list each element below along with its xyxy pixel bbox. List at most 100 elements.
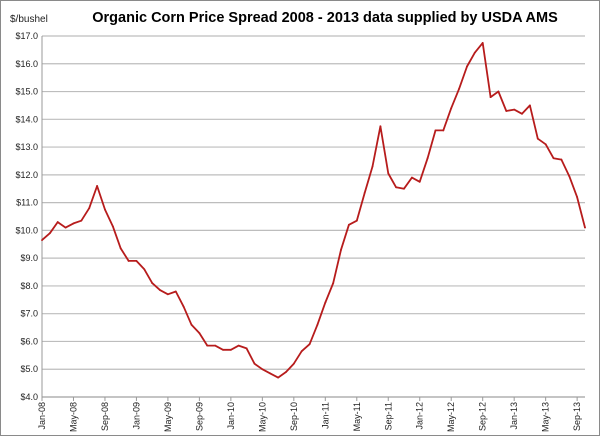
data-point bbox=[560, 158, 563, 161]
data-point bbox=[261, 368, 264, 371]
x-tick-label: Sep-09 bbox=[194, 402, 204, 431]
data-point bbox=[536, 137, 539, 140]
data-point bbox=[143, 268, 146, 271]
data-point bbox=[308, 343, 311, 346]
x-tick-label: Jan-12 bbox=[415, 402, 425, 430]
x-tick-label: Jan-08 bbox=[37, 402, 47, 430]
data-point bbox=[529, 104, 531, 107]
data-point bbox=[521, 112, 523, 115]
data-point bbox=[135, 260, 138, 262]
data-point bbox=[340, 248, 342, 251]
data-point bbox=[552, 157, 555, 160]
data-point bbox=[167, 293, 169, 296]
data-point bbox=[348, 223, 350, 226]
data-point bbox=[316, 323, 319, 326]
data-point bbox=[497, 90, 500, 93]
x-tick-label: Jan-11 bbox=[320, 402, 330, 429]
data-point bbox=[237, 344, 240, 347]
data-point bbox=[371, 165, 374, 168]
data-point bbox=[458, 87, 460, 90]
chart-title: Organic Corn Price Spread 2008 - 2013 da… bbox=[92, 10, 558, 26]
data-point bbox=[111, 225, 114, 228]
data-point bbox=[190, 323, 193, 326]
x-tick-label: May-08 bbox=[68, 402, 78, 432]
y-tick-label: $11.0 bbox=[16, 198, 38, 208]
x-tick-label: Sep-12 bbox=[478, 402, 488, 431]
data-point bbox=[410, 176, 413, 179]
y-tick-label: $8.0 bbox=[20, 281, 38, 291]
data-point bbox=[285, 371, 287, 373]
data-point bbox=[80, 219, 83, 222]
y-tick-label: $10.0 bbox=[15, 225, 38, 235]
data-point bbox=[489, 96, 492, 98]
data-point bbox=[403, 187, 405, 190]
y-tick-label: $5.0 bbox=[20, 364, 38, 374]
x-tick-label: May-09 bbox=[163, 402, 173, 432]
x-tick-label: May-10 bbox=[257, 402, 267, 432]
y-tick-label: $7.0 bbox=[20, 309, 38, 319]
data-point bbox=[119, 247, 122, 250]
data-point bbox=[473, 51, 476, 54]
x-tick-label: May-12 bbox=[446, 402, 456, 432]
data-point bbox=[56, 221, 59, 223]
data-point bbox=[505, 110, 508, 112]
data-point bbox=[182, 305, 185, 308]
data-point bbox=[245, 347, 248, 350]
x-tick-label: May-11 bbox=[352, 402, 362, 431]
x-tick-label: Sep-11 bbox=[383, 402, 393, 430]
y-tick-label: $12.0 bbox=[15, 170, 38, 180]
data-point bbox=[466, 65, 468, 68]
data-point bbox=[151, 282, 154, 285]
y-tick-label: $4.0 bbox=[20, 392, 38, 402]
data-point bbox=[277, 376, 279, 379]
data-point bbox=[450, 107, 453, 110]
data-point bbox=[198, 332, 201, 335]
x-tick-label: Jan-09 bbox=[131, 402, 141, 430]
data-point bbox=[48, 232, 51, 235]
data-point bbox=[332, 282, 335, 285]
y-tick-label: $6.0 bbox=[20, 336, 38, 346]
data-point bbox=[174, 290, 177, 293]
data-point bbox=[300, 350, 303, 353]
y-tick-label: $15.0 bbox=[15, 87, 38, 97]
data-point bbox=[222, 348, 224, 351]
data-point bbox=[206, 344, 209, 347]
data-point bbox=[513, 108, 516, 111]
x-tick-label: Jan-13 bbox=[509, 402, 519, 430]
data-point bbox=[426, 157, 429, 160]
data-point bbox=[387, 172, 390, 175]
data-point bbox=[127, 260, 130, 262]
y-tick-label: $14.0 bbox=[15, 114, 38, 124]
x-tick-label: Sep-10 bbox=[289, 402, 299, 431]
y-axis-label: $/bushel bbox=[10, 14, 48, 25]
y-tick-label: $13.0 bbox=[15, 142, 38, 152]
x-tick-label: May-13 bbox=[541, 402, 551, 432]
x-tick-label: Jan-10 bbox=[226, 402, 236, 430]
data-point bbox=[544, 143, 547, 146]
price-line bbox=[41, 42, 586, 379]
data-point bbox=[363, 191, 366, 194]
data-point bbox=[576, 196, 579, 198]
data-point bbox=[214, 344, 217, 347]
data-point bbox=[104, 208, 106, 211]
x-tick-label: Sep-08 bbox=[100, 402, 110, 431]
data-point bbox=[434, 129, 437, 132]
data-point bbox=[41, 239, 43, 242]
x-tick-label: Sep-13 bbox=[572, 402, 582, 431]
data-point bbox=[379, 125, 382, 128]
data-point bbox=[159, 289, 161, 291]
data-point bbox=[269, 372, 272, 375]
y-tick-label: $9.0 bbox=[20, 253, 38, 263]
data-point bbox=[64, 226, 67, 229]
data-point bbox=[324, 301, 327, 304]
data-point bbox=[355, 219, 358, 222]
data-point bbox=[584, 226, 586, 229]
data-point bbox=[253, 362, 256, 365]
data-point bbox=[568, 175, 571, 178]
data-point bbox=[292, 362, 295, 365]
data-point bbox=[229, 348, 232, 351]
data-point bbox=[96, 185, 98, 187]
data-point bbox=[72, 222, 75, 225]
data-point bbox=[442, 129, 445, 132]
